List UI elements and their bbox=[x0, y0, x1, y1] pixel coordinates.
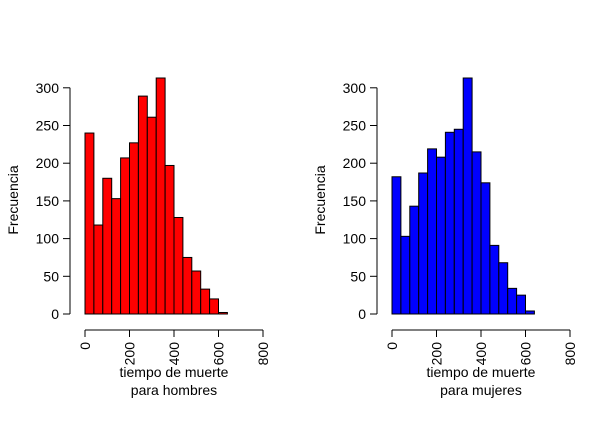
histogram-bar bbox=[525, 310, 535, 315]
y-tick-label: 0 bbox=[358, 306, 366, 322]
histogram-bar bbox=[173, 216, 184, 315]
histogram-bar bbox=[418, 172, 429, 315]
x-tick-label: 400 bbox=[166, 342, 182, 366]
histogram-bar bbox=[400, 235, 411, 315]
histogram-bar bbox=[480, 182, 491, 315]
x-tick-label: 0 bbox=[77, 342, 93, 350]
histogram-bar bbox=[218, 311, 228, 315]
histogram-bar bbox=[209, 298, 220, 315]
histogram-bar bbox=[427, 148, 438, 315]
histogram-bar bbox=[391, 176, 402, 315]
histogram-bar bbox=[111, 198, 122, 315]
y-tick-label: 100 bbox=[36, 231, 60, 247]
x-tick-label: 600 bbox=[518, 342, 534, 366]
y-tick-label: 300 bbox=[36, 80, 60, 96]
histogram-panel-1: 0 50 100 150 200 250 300 0 200 400 600 800 Frecuenci… bbox=[5, 77, 271, 398]
y-tick-label: 300 bbox=[343, 80, 367, 96]
x-axis-label: tiempo de muerte para mujeres bbox=[427, 364, 536, 398]
histogram-bar bbox=[436, 156, 446, 315]
histogram-bar bbox=[489, 244, 500, 315]
x-tick-label: 800 bbox=[562, 342, 578, 366]
histogram-bar bbox=[507, 287, 518, 315]
histogram-bar bbox=[498, 262, 509, 315]
x-tick-label: 0 bbox=[384, 342, 400, 350]
x-tick-label: 800 bbox=[255, 342, 271, 366]
histogram-bar bbox=[129, 142, 139, 315]
y-tick-label: 100 bbox=[343, 231, 367, 247]
histogram-bar bbox=[409, 205, 420, 315]
histogram-bar bbox=[453, 128, 464, 315]
y-tick-label: 150 bbox=[343, 193, 367, 209]
y-tick-label: 250 bbox=[343, 118, 367, 134]
histogram-bar bbox=[146, 116, 157, 315]
y-tick-label: 50 bbox=[43, 268, 59, 284]
histogram-bar bbox=[155, 77, 166, 315]
histogram-bar bbox=[200, 288, 211, 315]
y-tick-label: 150 bbox=[36, 193, 60, 209]
y-tick-label: 50 bbox=[350, 268, 366, 284]
x-tick-label: 600 bbox=[211, 342, 227, 366]
histogram-bar bbox=[84, 132, 95, 315]
x-tick-label: 200 bbox=[122, 342, 138, 366]
x-tick-label: 200 bbox=[429, 342, 445, 366]
histogram-bar bbox=[471, 151, 482, 315]
histogram-bar bbox=[137, 95, 148, 315]
histogram-bar bbox=[516, 294, 526, 315]
histogram-bar bbox=[102, 177, 113, 315]
histogram-bar bbox=[182, 256, 193, 315]
x-axis-label: tiempo de muerte para hombres bbox=[120, 364, 229, 398]
histogram-bar bbox=[462, 77, 473, 315]
y-tick-label: 200 bbox=[36, 155, 60, 171]
x-tick-label: 400 bbox=[473, 342, 489, 366]
y-axis-label: Frecuencia bbox=[5, 165, 21, 234]
histogram-bar bbox=[93, 224, 104, 315]
y-tick-label: 250 bbox=[36, 118, 60, 134]
y-axis-label: Frecuencia bbox=[312, 165, 328, 234]
y-tick-label: 200 bbox=[343, 155, 367, 171]
histogram-bar bbox=[120, 157, 130, 315]
histogram-bar bbox=[164, 164, 175, 315]
histogram-bar bbox=[191, 270, 202, 315]
histogram-panel-2: 0 50 100 150 200 250 300 0 200 400 600 800 Frecuenci… bbox=[312, 77, 578, 398]
histogram-bar bbox=[444, 131, 455, 315]
y-tick-label: 0 bbox=[51, 306, 59, 322]
